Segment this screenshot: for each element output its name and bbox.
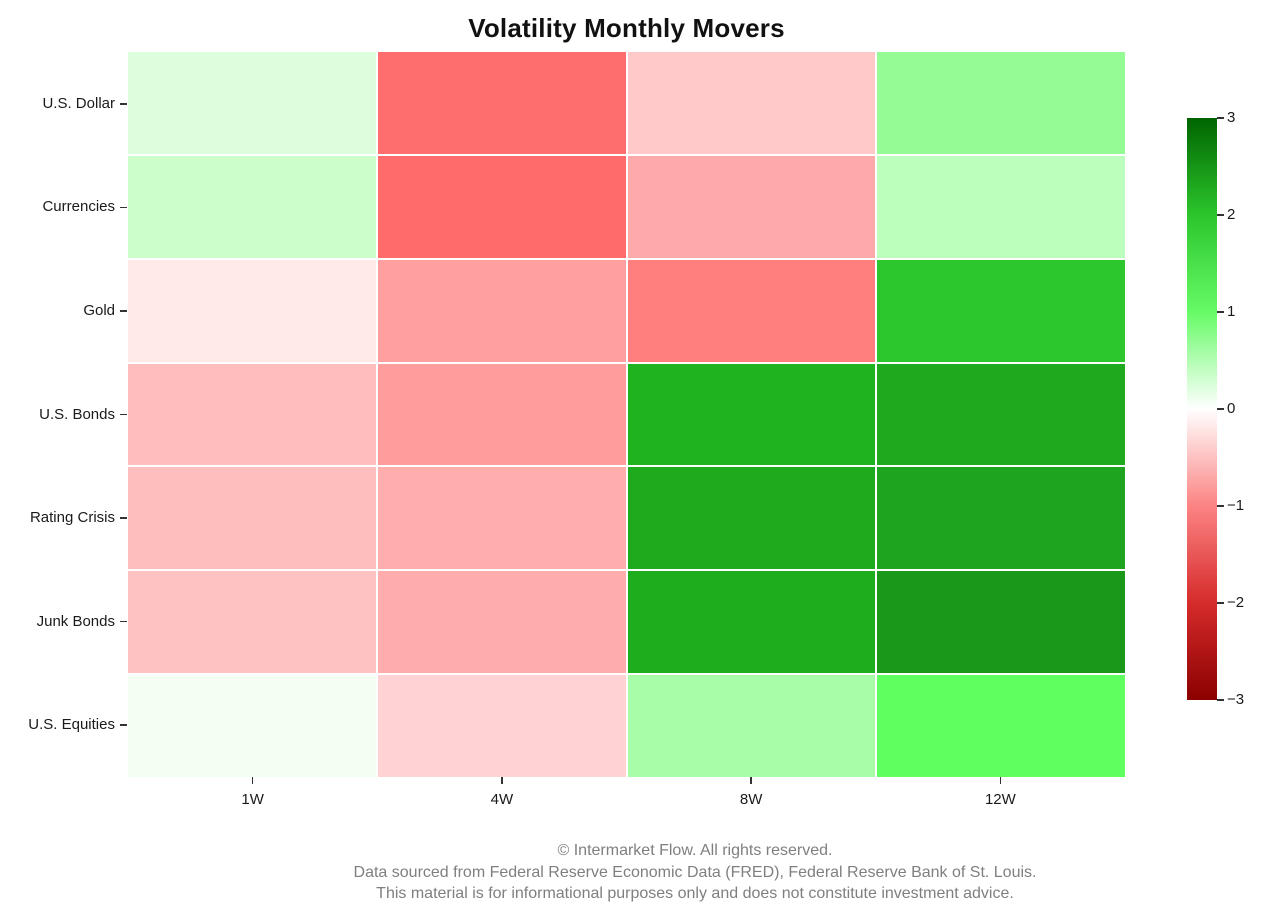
- colorbar-tick-label: −3: [1227, 691, 1245, 708]
- heatmap-cell: [128, 571, 376, 674]
- colorbar-tick-label: 1: [1227, 303, 1236, 320]
- chart-title: Volatility Monthly Movers: [468, 13, 785, 43]
- y-axis-label: U.S. Bonds: [39, 405, 115, 423]
- y-axis-tick: [120, 206, 127, 209]
- y-axis-label: Junk Bonds: [36, 612, 115, 630]
- heatmap-cell: [128, 467, 376, 570]
- footer-line-disclaimer: This material is for informational purpo…: [376, 885, 1014, 902]
- x-axis-label: 1W: [241, 791, 264, 808]
- heatmap-cell: [128, 259, 376, 362]
- y-axis-tick: [120, 103, 127, 105]
- heatmap-cell: [877, 571, 1125, 674]
- heatmap-cell: [627, 363, 876, 466]
- y-axis-label: U.S. Dollar: [42, 94, 115, 112]
- x-axis-label: 12W: [984, 791, 1016, 808]
- y-axis-label: Rating Crisis: [29, 509, 115, 527]
- heatmap-cell: [128, 363, 376, 466]
- heatmap-cell: [377, 52, 626, 154]
- heatmap-cell: [627, 52, 876, 154]
- heatmap-cell: [877, 363, 1125, 466]
- heatmap-cell: [128, 155, 376, 258]
- heatmap-cell: [877, 52, 1125, 154]
- heatmap-grid: [128, 52, 1125, 777]
- heatmap-cell: [377, 363, 626, 466]
- colorbar-tick: [1217, 408, 1224, 410]
- colorbar-tick: [1217, 602, 1224, 604]
- heatmap-cell: [877, 155, 1125, 258]
- heatmap-cell: [627, 259, 876, 362]
- heatmap-cell: [377, 259, 626, 362]
- footer-disclaimer: © Intermarket Flow. All rights reserved.…: [128, 840, 1262, 905]
- colorbar-tick: [1217, 117, 1224, 119]
- x-axis-label: 8W: [739, 791, 763, 808]
- heatmap-cell: [377, 155, 626, 258]
- colorbar-tick-label: −1: [1227, 497, 1245, 514]
- colorbar-tick: [1217, 311, 1224, 313]
- heatmap-cell: [377, 571, 626, 674]
- heatmap-cell: [128, 52, 376, 154]
- x-axis-tick: [251, 777, 254, 784]
- heatmap-cell: [877, 259, 1125, 362]
- x-axis-tick: [750, 777, 752, 784]
- y-axis-tick: [120, 517, 127, 519]
- heatmap-cell: [377, 467, 626, 570]
- colorbar-tick: [1217, 699, 1224, 701]
- y-axis-label: Currencies: [42, 198, 115, 216]
- x-axis-tick: [501, 777, 503, 784]
- colorbar: [1187, 118, 1217, 700]
- colorbar-tick-label: 2: [1227, 206, 1236, 223]
- colorbar-tick: [1217, 505, 1224, 507]
- x-axis-label: 4W: [490, 791, 514, 808]
- colorbar-tick-label: 3: [1227, 109, 1236, 126]
- y-axis-label: U.S. Equities: [28, 716, 115, 734]
- heatmap-cell: [627, 467, 876, 570]
- x-axis-tick: [999, 777, 1002, 784]
- heatmap-cell: [877, 675, 1125, 777]
- heatmap-cell: [627, 571, 876, 674]
- colorbar-tick-label: 0: [1227, 400, 1236, 417]
- heatmap-cell: [377, 675, 626, 777]
- heatmap-cell: [627, 675, 876, 777]
- colorbar-tick: [1217, 214, 1224, 216]
- y-axis-tick: [120, 620, 127, 623]
- footer-line-source: Data sourced from Federal Reserve Econom…: [353, 863, 1037, 881]
- y-axis-tick: [120, 724, 127, 726]
- heatmap-cell: [877, 467, 1125, 570]
- y-axis-tick: [120, 310, 127, 312]
- y-axis-label: Gold: [83, 301, 115, 319]
- heatmap-cell: [627, 155, 876, 258]
- heatmap-cell: [128, 675, 376, 777]
- y-axis-tick: [120, 413, 127, 416]
- colorbar-tick-label: −2: [1227, 594, 1245, 611]
- footer-line-copyright: © Intermarket Flow. All rights reserved.: [557, 842, 833, 859]
